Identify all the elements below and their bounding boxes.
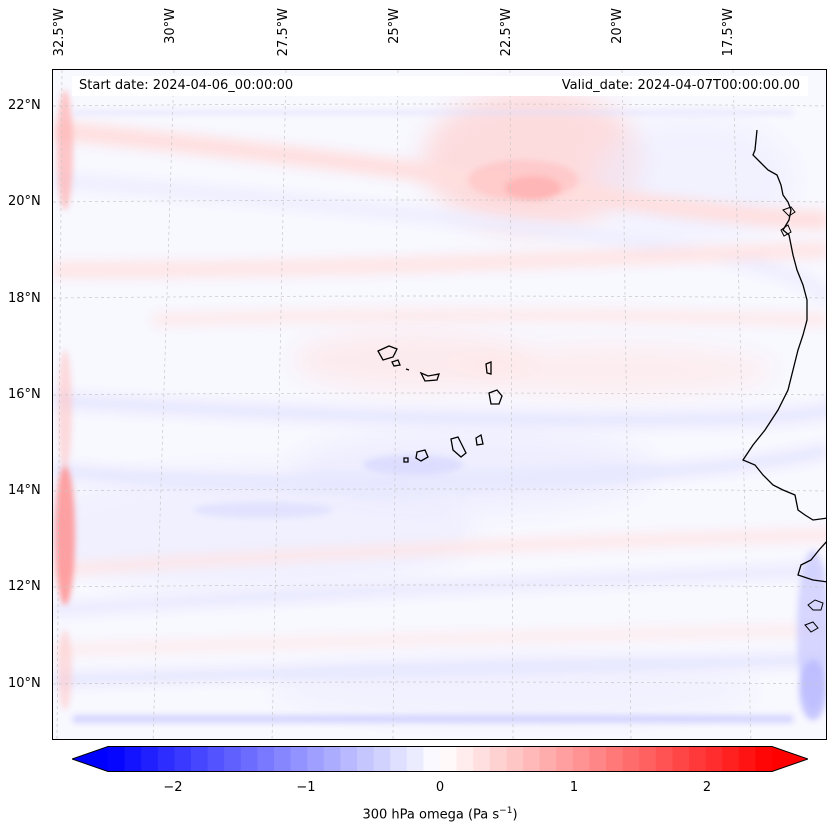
colorbar-cells xyxy=(72,746,808,772)
colorbar-tick-neg2: −2 xyxy=(163,780,183,795)
lon-label-17.5w: 17.5°W xyxy=(721,8,736,57)
santiago xyxy=(450,436,467,458)
colorbar-cell xyxy=(440,746,458,772)
colorbar-cell xyxy=(406,746,424,772)
lat-label-14n: 14°N xyxy=(8,483,41,498)
colorbar-cell xyxy=(340,746,358,772)
colorbar-cell xyxy=(473,746,491,772)
canary-coast-fragment xyxy=(780,206,796,237)
lat-label-20n: 20°N xyxy=(8,194,41,209)
colorbar-cell xyxy=(738,746,756,772)
colorbar-cell xyxy=(191,746,209,772)
colorbar-cell xyxy=(523,746,541,772)
lon-label-22.5w: 22.5°W xyxy=(499,8,514,57)
boa-vista xyxy=(488,389,503,405)
colorbar-cell xyxy=(357,746,375,772)
colorbar-cell xyxy=(240,746,258,772)
colorbar-cell xyxy=(141,746,159,772)
colorbar-cell xyxy=(207,746,225,772)
lat-label-18n: 18°N xyxy=(8,291,41,306)
lat-label-12n: 12°N xyxy=(8,579,41,594)
valid-date-label: Valid_date: 2024-04-07T00:00:00.00 xyxy=(561,78,800,93)
colorbar-cell xyxy=(705,746,723,772)
colorbar-cell xyxy=(290,746,308,772)
lon-label-25w: 25°W xyxy=(387,8,402,44)
colorbar-cell xyxy=(556,746,574,772)
colorbar-cell xyxy=(506,746,524,772)
graticule xyxy=(53,70,826,739)
colorbar-cell xyxy=(672,746,690,772)
colorbar-cell xyxy=(539,746,557,772)
colorbar-tick-1: 1 xyxy=(569,780,579,795)
colorbar-cell xyxy=(108,746,126,772)
lat-label-22n: 22°N xyxy=(8,98,41,113)
lon-label-32.5w: 32.5°W xyxy=(52,8,67,57)
maio xyxy=(475,433,484,446)
colorbar-cell xyxy=(390,746,408,772)
colorbar-outline xyxy=(72,746,808,772)
colorbar-cell xyxy=(157,746,175,772)
lon-label-30w: 30°W xyxy=(163,8,178,44)
colorbar-cell xyxy=(456,746,474,772)
colorbar-cell xyxy=(589,746,607,772)
africa-coastline xyxy=(742,129,826,521)
sao-vicente xyxy=(391,359,401,367)
start-date-label: Start date: 2024-04-06_00:00:00 xyxy=(79,78,294,93)
colorbar-extend-high xyxy=(772,746,808,772)
map-panel xyxy=(52,69,827,740)
santo-antao xyxy=(377,345,398,361)
lon-label-27.5w: 27.5°W xyxy=(276,8,291,57)
colorbar-cell xyxy=(655,746,673,772)
colorbar-cell xyxy=(489,746,507,772)
colorbar-cell xyxy=(606,746,624,772)
colorbar-cell xyxy=(224,746,242,772)
colorbar-extend-low xyxy=(72,746,108,772)
colorbar-cell xyxy=(307,746,325,772)
colorbar-cell xyxy=(323,746,341,772)
colorbar-cell xyxy=(689,746,707,772)
brava xyxy=(403,457,409,463)
colorbar-cell xyxy=(373,746,391,772)
colorbar-tick-2: 2 xyxy=(702,780,712,795)
colorbar-label: 300 hPa omega (Pa s−1) xyxy=(362,806,518,823)
colorbar-cell xyxy=(572,746,590,772)
colorbar-cell xyxy=(423,746,441,772)
santa-luzia xyxy=(405,368,410,371)
colorbar-cell xyxy=(274,746,292,772)
colorbar-cell xyxy=(622,746,640,772)
fogo xyxy=(415,449,429,462)
colorbar-tick-0: 0 xyxy=(435,780,445,795)
africa-coastline-south xyxy=(797,541,826,583)
colorbar-cell xyxy=(257,746,275,772)
lat-label-16n: 16°N xyxy=(8,387,41,402)
bijagos-islands xyxy=(804,599,824,633)
colorbar-cell xyxy=(722,746,740,772)
sal xyxy=(485,361,492,375)
sao-nicolau xyxy=(419,371,440,382)
field-bands xyxy=(53,121,826,685)
colorbar-cell xyxy=(639,746,657,772)
colorbar-tick-neg1: −1 xyxy=(296,780,316,795)
omega-field-map xyxy=(53,70,826,739)
lon-label-20w: 20°W xyxy=(610,8,625,44)
cape-verde-islands xyxy=(377,345,503,463)
colorbar-cell xyxy=(124,746,142,772)
colorbar-cell xyxy=(755,746,773,772)
annotation-strip xyxy=(72,76,808,96)
colorbar xyxy=(72,746,808,772)
colorbar-cell xyxy=(174,746,192,772)
lat-label-10n: 10°N xyxy=(8,676,41,691)
